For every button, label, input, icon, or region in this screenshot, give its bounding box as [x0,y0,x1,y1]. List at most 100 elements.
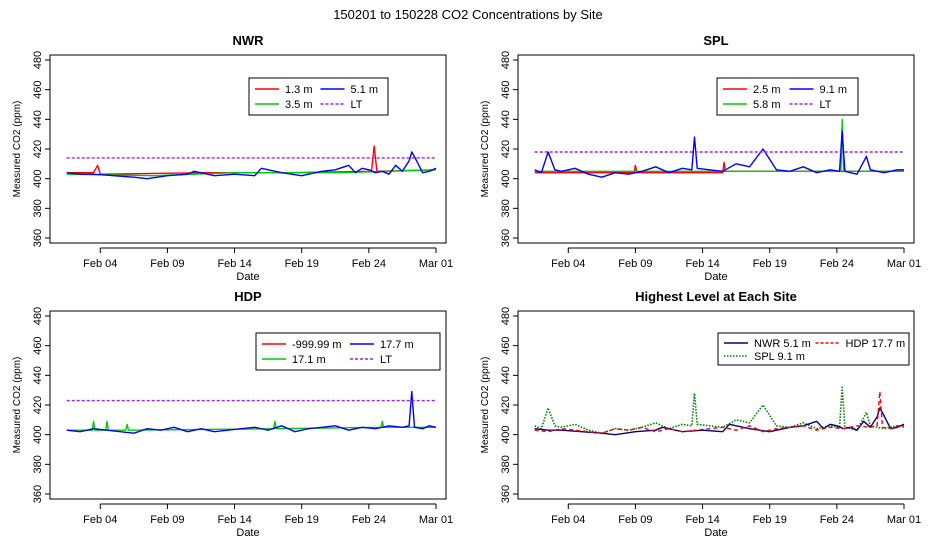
chart-panel-nwr: NWR 360 380 400 420 440 460 480 Measured CO2 (pp… [12,33,453,283]
legend-box [248,77,389,116]
legend: 2.5 m 9.1 m 5.8 m LT [716,77,859,116]
x-tick-label: Feb 19 [285,258,319,270]
legend-label: LT [351,99,363,111]
x-tick-label: Feb 14 [685,258,719,270]
y-tick-label: 460 [500,336,512,354]
y-tick-label: 400 [32,169,44,187]
x-axis-label: Date [704,271,727,283]
legend-label: 3.5 m [285,99,313,111]
x-tick-label: Feb 09 [618,258,652,270]
x-tick-label: Feb 04 [83,514,117,526]
chart-panel-spl: SPL 360 380 400 420 440 460 480 Measured CO2 (pp… [480,33,921,283]
x-tick-label: Feb 04 [551,514,585,526]
y-tick-label: 360 [32,229,44,247]
legend-box [717,332,910,366]
x-tick-label: Feb 09 [150,258,184,270]
series-line-hdp-17-7-m [534,390,905,434]
x-axis-label: Date [236,527,259,539]
y-axis-label: Measured CO2 (ppm) [480,101,491,198]
y-tick-label: 440 [500,366,512,384]
y-tick-label: 420 [500,140,512,158]
y-tick-label: 400 [500,169,512,187]
y-tick-label: 360 [32,485,44,503]
chart-title: NWR [232,33,264,48]
x-tick-label: Feb 24 [820,514,854,526]
y-tick-label: 460 [32,336,44,354]
x-tick-label: Feb 14 [217,258,251,270]
legend-label: 5.8 m [753,99,781,111]
y-tick-label: 420 [32,140,44,158]
chart-title: Highest Level at Each Site [635,289,797,304]
series-line-1-3-m [66,145,437,175]
x-tick-label: Mar 01 [419,258,453,270]
x-tick-label: Feb 24 [352,514,386,526]
y-tick-label: 440 [32,366,44,384]
legend-label: HDP 17.7 m [846,338,906,350]
x-tick-label: Feb 04 [83,258,117,270]
y-tick-label: 420 [500,396,512,414]
legend-label: 2.5 m [753,84,781,96]
legend-box [716,77,859,116]
y-tick-label: 460 [500,80,512,98]
y-tick-label: 400 [32,425,44,443]
y-tick-label: 460 [32,80,44,98]
legend-label: NWR 5.1 m [754,338,811,350]
x-tick-label: Feb 14 [685,514,719,526]
x-axis-label: Date [704,527,727,539]
legend-label: 17.1 m [292,354,326,366]
y-tick-label: 480 [500,51,512,69]
legend-label: 5.1 m [351,84,379,96]
y-tick-label: 380 [32,455,44,473]
x-tick-label: Mar 01 [887,258,921,270]
y-tick-label: 480 [500,307,512,325]
y-axis-label: Measured CO2 (ppm) [12,101,23,198]
series-line-9-1-m [534,130,904,178]
x-axis-label: Date [236,271,259,283]
series-line-spl-9-1-m [534,386,904,435]
x-tick-label: Feb 24 [352,258,386,270]
series-line-5-8-m [534,118,904,173]
x-tick-label: Feb 14 [217,514,251,526]
y-tick-label: 440 [32,110,44,128]
series-line-5-1-m [66,151,437,180]
legend: NWR 5.1 m HDP 17.7 m SPL 9.1 m [717,332,910,366]
chart-title: SPL [703,33,728,48]
series-line-17-1-m [66,420,436,431]
y-tick-label: 480 [32,51,44,69]
chart-panel-hdp: HDP 360 380 400 420 440 460 480 Measured CO2 (pp… [12,289,453,539]
y-axis-label: Measured CO2 (ppm) [480,357,491,454]
legend: 1.3 m 5.1 m 3.5 m LT [248,77,389,116]
page-title: 150201 to 150228 CO2 Concentrations by S… [333,7,603,22]
legend-box [255,332,441,371]
legend-label: -999.99 m [292,339,342,351]
x-tick-label: Mar 01 [419,514,453,526]
chart-panel-highest-level-at-each-site: Highest Level at Each Site 360 380 400 420 44… [480,289,921,539]
x-tick-label: Feb 09 [150,514,184,526]
x-tick-label: Feb 24 [820,258,854,270]
y-tick-label: 380 [32,199,44,217]
y-tick-label: 360 [500,485,512,503]
legend-label: LT [820,99,832,111]
legend-label: 17.7 m [380,339,414,351]
x-tick-label: Mar 01 [887,514,921,526]
chart-title: HDP [234,289,262,304]
y-tick-label: 380 [500,199,512,217]
legend-label: 1.3 m [285,84,313,96]
legend-label: 9.1 m [820,84,848,96]
legend: -999.99 m 17.7 m 17.1 m LT [255,332,441,371]
x-tick-label: Feb 19 [753,514,787,526]
legend-label: LT [380,354,392,366]
y-axis-label: Measured CO2 (ppm) [12,357,23,454]
x-tick-label: Feb 19 [753,258,787,270]
series-line-17-7-m [66,390,437,434]
y-tick-label: 360 [500,229,512,247]
y-tick-label: 440 [500,110,512,128]
y-tick-label: 400 [500,425,512,443]
y-tick-label: 420 [32,396,44,414]
x-tick-label: Feb 09 [618,514,652,526]
x-tick-label: Feb 19 [285,514,319,526]
y-tick-label: 480 [32,307,44,325]
y-tick-label: 380 [500,455,512,473]
legend-label: SPL 9.1 m [754,351,805,363]
